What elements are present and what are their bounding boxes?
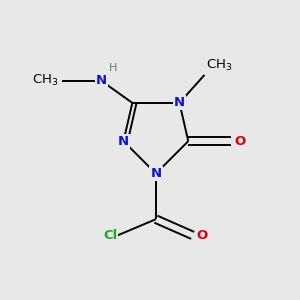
Text: O: O — [196, 229, 207, 242]
Text: N: N — [118, 135, 129, 148]
Text: N: N — [150, 167, 161, 180]
Text: CH$_3$: CH$_3$ — [206, 58, 232, 74]
Text: H: H — [109, 63, 117, 73]
Text: Cl: Cl — [103, 229, 117, 242]
Text: O: O — [234, 135, 245, 148]
Text: N: N — [174, 96, 185, 110]
Text: CH$_3$: CH$_3$ — [32, 73, 59, 88]
Text: N: N — [96, 74, 107, 87]
